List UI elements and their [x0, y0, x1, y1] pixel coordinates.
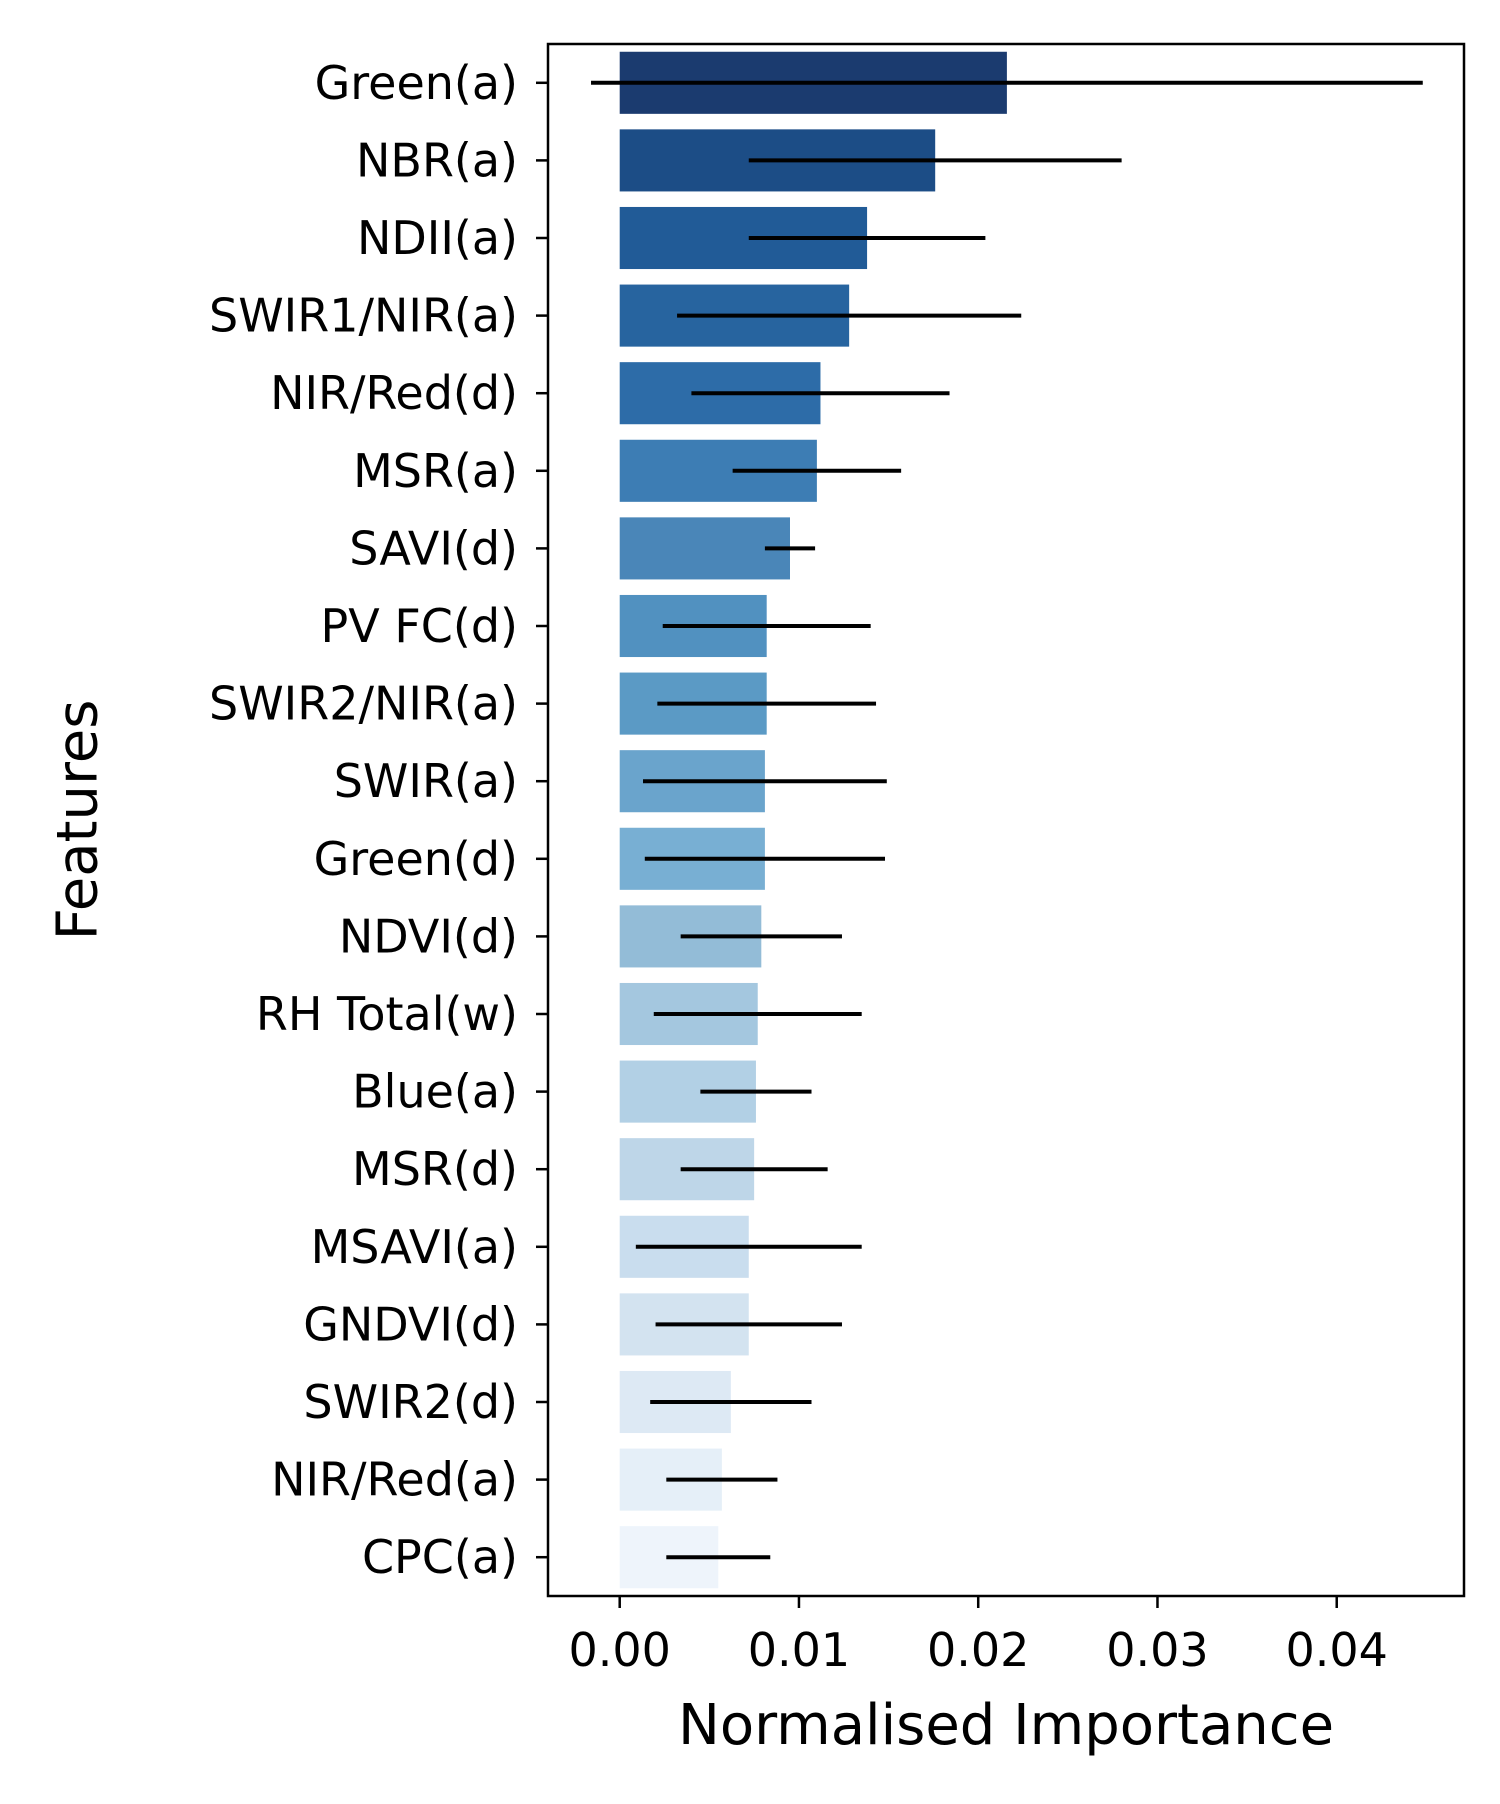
y-tick-label: PV FC(d)	[321, 599, 519, 653]
x-tick-label: 0.04	[1286, 1623, 1388, 1677]
y-tick-label: SWIR2/NIR(a)	[209, 677, 518, 731]
bars-layer	[619, 51, 1007, 1589]
y-tick-label: NBR(a)	[356, 133, 518, 187]
y-tick-label: SAVI(d)	[349, 521, 518, 575]
tick-labels-layer: Green(a) NBR(a) NDII(a) SWIR1/NIR(a) NIR/Red…	[209, 56, 1388, 1677]
y-tick-label: CPC(a)	[362, 1530, 518, 1584]
y-tick-label: NIR/Red(d)	[270, 366, 518, 420]
y-tick-label: SWIR2(d)	[303, 1375, 518, 1429]
x-axis-title: Normalised Importance	[678, 1693, 1334, 1758]
plot-frame	[546, 42, 1466, 1598]
y-tick-label: GNDVI(d)	[303, 1297, 518, 1351]
y-tick-label: MSAVI(a)	[311, 1220, 518, 1274]
y-tick-label: MSR(d)	[352, 1142, 518, 1196]
y-axis-title: Features	[46, 700, 111, 941]
bar	[619, 517, 790, 580]
y-tick-label: Green(a)	[315, 56, 518, 110]
x-tick-label: 0.01	[748, 1623, 850, 1677]
y-tick-label: RH Total(w)	[256, 987, 518, 1041]
y-tick-label: SWIR(a)	[334, 754, 518, 808]
error-bars-layer	[591, 80, 1423, 1560]
ticks-layer	[536, 81, 1338, 1608]
y-tick-label: NIR/Red(a)	[271, 1453, 518, 1507]
y-tick-label: MSR(a)	[353, 444, 518, 498]
x-tick-label: 0.00	[568, 1623, 670, 1677]
y-tick-label: SWIR1/NIR(a)	[209, 289, 518, 343]
y-tick-label: Green(d)	[314, 832, 518, 886]
x-tick-label: 0.03	[1106, 1623, 1208, 1677]
x-tick-label: 0.02	[927, 1623, 1029, 1677]
y-tick-label: NDII(a)	[357, 211, 518, 265]
y-tick-label: Blue(a)	[352, 1065, 518, 1119]
y-tick-label: NDVI(d)	[339, 909, 518, 963]
